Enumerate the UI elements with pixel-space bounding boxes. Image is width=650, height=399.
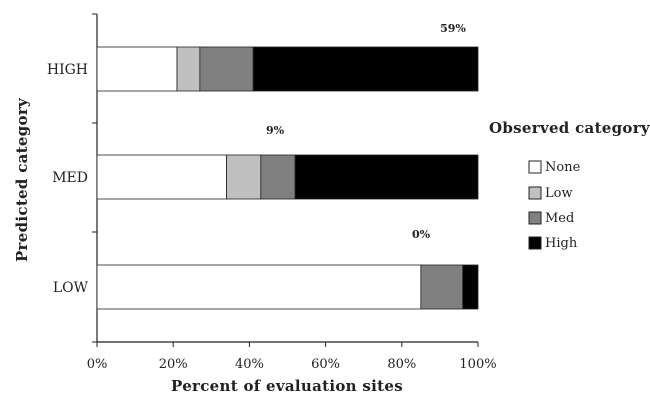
- bar-segment-high-high: [252, 46, 479, 92]
- legend-swatch-low: [528, 186, 542, 200]
- x-tick-label: 20%: [159, 357, 188, 372]
- legend-label-none: None: [545, 160, 581, 175]
- bar-annotation: 59%: [440, 22, 466, 35]
- y-axis-title: Predicted category: [13, 97, 31, 262]
- legend-label-low: Low: [545, 186, 573, 201]
- x-tick-label: 40%: [235, 357, 264, 372]
- x-tick-label: 100%: [459, 357, 496, 372]
- x-tick-label: 60%: [311, 357, 340, 372]
- x-axis-title: Percent of evaluation sites: [171, 377, 403, 395]
- bar-segment-med-med: [260, 154, 296, 200]
- bar-segment-high-med: [199, 46, 254, 92]
- bar-segment-high-low: [176, 46, 201, 92]
- labels: 0% 20% 40% 60% 80% 100% HIGH MED LOW 59% 9% 0%: [47, 22, 497, 372]
- legend-title: Observed category: [489, 119, 650, 137]
- legend: Observed category None Low Med High: [489, 119, 650, 251]
- bar-segment-low-none: [96, 264, 422, 310]
- bar-segment-med-none: [96, 154, 227, 200]
- legend-swatch-none: [528, 160, 542, 174]
- x-tick-label: 0%: [87, 357, 108, 372]
- category-label: MED: [52, 170, 88, 186]
- bar-annotation: 9%: [266, 124, 285, 137]
- legend-swatch-high: [528, 236, 542, 250]
- legend-label-med: Med: [545, 211, 574, 226]
- legend-swatch-med: [528, 211, 542, 225]
- x-tick-label: 80%: [387, 357, 416, 372]
- bar-segment-med-low: [226, 154, 262, 200]
- bar-segment-low-high: [462, 264, 479, 310]
- bar-segment-med-high: [294, 154, 479, 200]
- bar-segment-low-med: [420, 264, 464, 310]
- bars: [96, 46, 479, 310]
- category-label: HIGH: [47, 62, 88, 78]
- bar-annotation: 0%: [412, 228, 431, 241]
- legend-label-high: High: [545, 236, 578, 251]
- bar-segment-high-none: [96, 46, 178, 92]
- category-label: LOW: [53, 280, 89, 296]
